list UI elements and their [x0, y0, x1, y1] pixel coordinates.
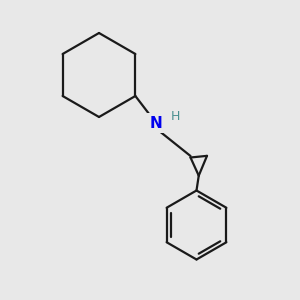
- Text: N: N: [150, 116, 162, 130]
- Text: H: H: [171, 110, 180, 124]
